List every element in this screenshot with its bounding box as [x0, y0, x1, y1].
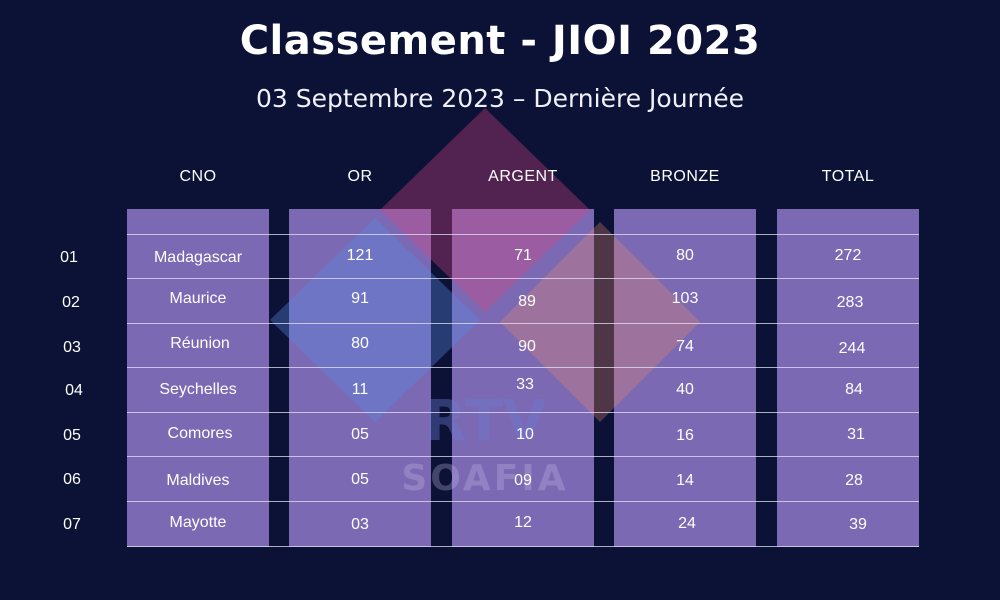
column-header-bronze: BRONZE [650, 168, 720, 185]
table-cell-total: 39 [849, 516, 867, 533]
table-row-rank: 07 [63, 516, 81, 533]
column-cno-background [127, 209, 269, 547]
table-cell-cno: Maldives [166, 472, 230, 489]
table-cell-total: 28 [845, 472, 863, 489]
row-divider [127, 456, 919, 457]
table-cell-bronze: 24 [678, 515, 696, 532]
row-divider [127, 278, 919, 279]
column-header-argent: ARGENT [488, 168, 558, 185]
table-cell-total: 31 [847, 426, 865, 443]
table-row-rank: 05 [63, 427, 81, 444]
table-cell-bronze: 103 [671, 290, 699, 307]
table-cell-or: 80 [351, 335, 369, 352]
table-cell-or: 121 [346, 247, 374, 264]
row-divider [127, 546, 919, 547]
column-bronze-background [614, 209, 756, 547]
table-cell-cno: Maurice [169, 290, 227, 307]
table-row-rank: 02 [62, 294, 80, 311]
table-cell-bronze: 74 [676, 338, 694, 355]
table-cell-argent: 71 [514, 247, 532, 264]
table-cell-argent: 89 [518, 293, 536, 310]
table-cell-cno: Mayotte [169, 514, 227, 531]
table-cell-bronze: 80 [676, 247, 694, 264]
page-title: Classement - JIOI 2023 [239, 18, 761, 64]
column-argent-background [452, 209, 594, 547]
table-cell-or: 91 [351, 290, 369, 307]
table-row-rank: 03 [63, 339, 81, 356]
table-cell-bronze: 40 [676, 381, 694, 398]
column-header-cno: CNO [179, 168, 217, 185]
table-cell-or: 11 [351, 381, 369, 398]
row-divider [127, 367, 919, 368]
column-header-total: TOTAL [821, 168, 875, 185]
table-cell-argent: 33 [516, 376, 534, 393]
table-cell-total: 244 [838, 340, 866, 357]
table-cell-cno: Comores [167, 425, 233, 442]
table-cell-argent: 09 [514, 472, 532, 489]
table-cell-total: 272 [834, 247, 862, 264]
table-cell-bronze: 16 [676, 427, 694, 444]
table-cell-cno: Madagascar [153, 249, 243, 266]
table-cell-bronze: 14 [676, 472, 694, 489]
table-cell-argent: 90 [518, 338, 536, 355]
table-row-rank: 04 [65, 382, 83, 399]
column-or-background [289, 209, 431, 547]
table-cell-cno: Réunion [170, 335, 230, 352]
table-cell-total: 84 [845, 381, 863, 398]
table-cell-argent: 10 [516, 426, 534, 443]
table-cell-or: 05 [351, 426, 369, 443]
row-divider [127, 412, 919, 413]
column-header-or: OR [347, 168, 373, 185]
table-cell-or: 05 [351, 471, 369, 488]
column-total-background [777, 209, 919, 547]
row-divider [127, 501, 919, 502]
table-cell-total: 283 [836, 294, 864, 311]
row-divider [127, 323, 919, 324]
row-divider [127, 234, 919, 235]
table-row-rank: 06 [63, 471, 81, 488]
table-row-rank: 01 [60, 249, 78, 266]
table-cell-or: 03 [351, 516, 369, 533]
table-cell-argent: 12 [514, 514, 532, 531]
page-subtitle: 03 Septembre 2023 – Dernière Journée [255, 84, 744, 113]
table-cell-cno: Seychelles [159, 381, 237, 398]
